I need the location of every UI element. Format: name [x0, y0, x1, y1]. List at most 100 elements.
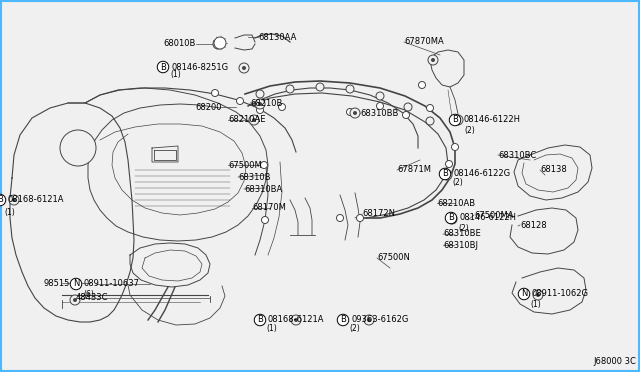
Text: B: B [160, 62, 166, 71]
Circle shape [350, 108, 360, 118]
Circle shape [367, 318, 371, 322]
Text: (1): (1) [4, 208, 15, 218]
Circle shape [257, 106, 264, 113]
Text: 08146-6122G: 08146-6122G [453, 170, 510, 179]
Circle shape [346, 85, 354, 93]
Circle shape [278, 103, 285, 110]
Text: B: B [442, 170, 448, 179]
Circle shape [70, 295, 80, 305]
Text: 98515: 98515 [44, 279, 70, 288]
Text: (2): (2) [452, 179, 463, 187]
Text: B: B [0, 196, 3, 205]
Circle shape [456, 118, 460, 122]
Text: (2): (2) [349, 324, 360, 334]
Text: 68010B: 68010B [164, 39, 196, 48]
Circle shape [533, 290, 543, 300]
Text: 08911-1062G: 08911-1062G [532, 289, 589, 298]
Text: 68130AA: 68130AA [258, 32, 296, 42]
Text: 67500MA: 67500MA [474, 211, 513, 219]
Circle shape [286, 85, 294, 93]
Text: 08168-6121A: 08168-6121A [8, 196, 65, 205]
Circle shape [431, 58, 435, 62]
Text: (1): (1) [171, 71, 181, 80]
Text: 68172N: 68172N [362, 209, 395, 218]
Circle shape [426, 105, 433, 112]
Text: B: B [452, 115, 458, 125]
Text: 68170M: 68170M [252, 203, 286, 212]
Circle shape [346, 109, 353, 115]
Text: 67870MA: 67870MA [404, 38, 444, 46]
Circle shape [445, 173, 449, 177]
Circle shape [376, 92, 384, 100]
Circle shape [451, 144, 458, 151]
Circle shape [262, 217, 269, 224]
Circle shape [12, 198, 16, 202]
Circle shape [214, 37, 226, 49]
Circle shape [213, 39, 223, 49]
Text: (2): (2) [465, 125, 476, 135]
Text: 67500N: 67500N [377, 253, 410, 263]
Circle shape [260, 161, 268, 169]
Text: 68310BB: 68310BB [360, 109, 398, 118]
Circle shape [9, 195, 19, 205]
Circle shape [337, 215, 344, 221]
Circle shape [364, 315, 374, 325]
Text: 67871M: 67871M [397, 166, 431, 174]
Circle shape [211, 90, 218, 96]
Circle shape [216, 42, 220, 46]
Text: 68210AB: 68210AB [437, 199, 475, 208]
Text: 08168-6121A: 08168-6121A [268, 315, 324, 324]
Text: 68200: 68200 [195, 103, 222, 112]
Text: N: N [521, 289, 527, 298]
Circle shape [239, 63, 249, 73]
Circle shape [316, 83, 324, 91]
Text: B: B [448, 214, 454, 222]
Circle shape [237, 97, 243, 105]
Text: 68310BC: 68310BC [498, 151, 536, 160]
Circle shape [294, 318, 298, 322]
Circle shape [252, 118, 256, 122]
Circle shape [447, 214, 457, 224]
Circle shape [249, 115, 259, 125]
Circle shape [403, 112, 410, 119]
Circle shape [536, 293, 540, 297]
Text: 68210B: 68210B [250, 99, 282, 108]
Text: N: N [73, 279, 79, 289]
Circle shape [258, 102, 262, 106]
Text: 08146-6122H: 08146-6122H [459, 214, 516, 222]
Circle shape [353, 111, 357, 115]
Circle shape [404, 103, 412, 111]
Text: 68210AE: 68210AE [228, 115, 266, 125]
Text: (1): (1) [267, 324, 277, 334]
Text: 48433C: 48433C [76, 294, 109, 302]
Text: 09363-6162G: 09363-6162G [351, 315, 408, 324]
Circle shape [426, 117, 434, 125]
Text: B: B [340, 315, 346, 324]
Circle shape [255, 99, 265, 109]
Circle shape [356, 215, 364, 221]
Text: (6): (6) [84, 291, 95, 299]
Text: 68128: 68128 [520, 221, 547, 230]
Text: 68138: 68138 [540, 166, 567, 174]
Text: 67500M: 67500M [228, 160, 262, 170]
Text: 68310BE: 68310BE [443, 230, 481, 238]
Text: 08146-8251G: 08146-8251G [171, 62, 228, 71]
Text: 08146-6122H: 08146-6122H [463, 115, 520, 125]
Text: (1): (1) [531, 301, 541, 310]
Text: (2): (2) [459, 224, 469, 232]
Text: 68310B: 68310B [238, 173, 271, 182]
Text: 08911-10637: 08911-10637 [84, 279, 140, 289]
Circle shape [73, 298, 77, 302]
Circle shape [450, 217, 454, 221]
Circle shape [291, 315, 301, 325]
Circle shape [419, 81, 426, 89]
Circle shape [445, 160, 452, 167]
Circle shape [376, 103, 383, 109]
Text: 68310BA: 68310BA [244, 185, 282, 193]
Circle shape [442, 170, 452, 180]
Circle shape [256, 90, 264, 98]
Text: 68310BJ: 68310BJ [443, 241, 478, 250]
Circle shape [428, 55, 438, 65]
Text: B: B [257, 315, 263, 324]
Circle shape [60, 130, 96, 166]
